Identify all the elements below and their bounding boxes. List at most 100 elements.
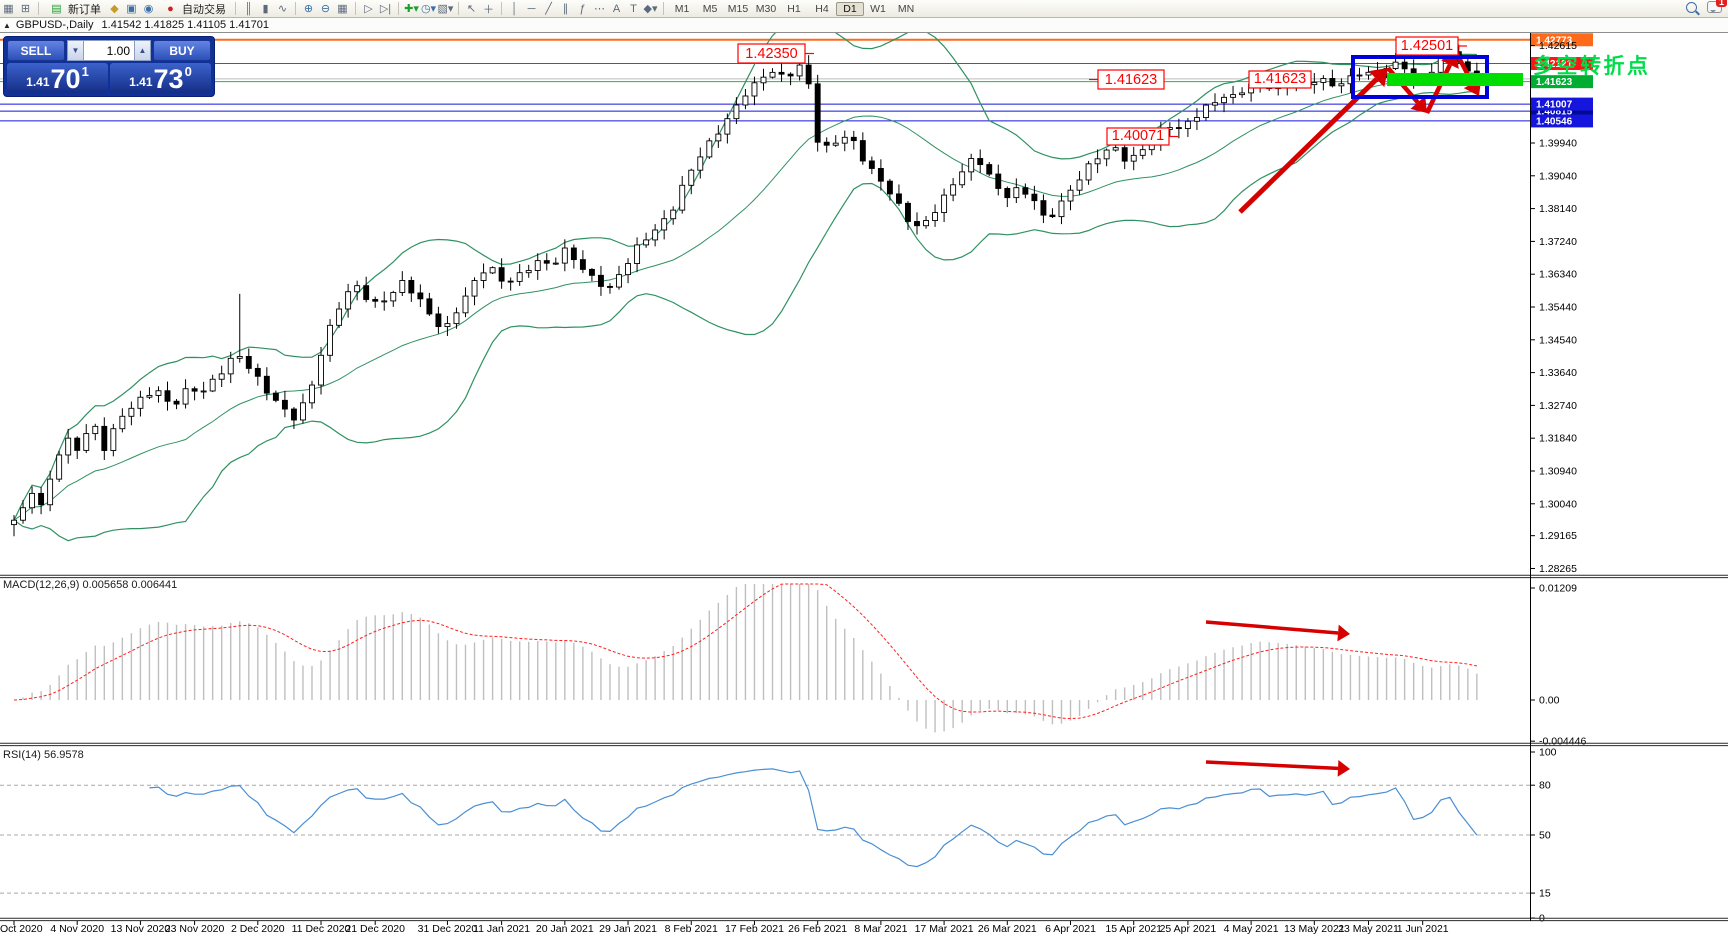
svg-text:1.40071: 1.40071	[1112, 128, 1164, 144]
main-toolbar: ▦ ⊞ ▤ 新订单 ◆ ▣ ◉ ● 自动交易 ║ ▮ ∿ ⊕ ⊖ ▦ ▷ ▷| …	[0, 0, 1728, 18]
price-axis-label: 1.39040	[1539, 170, 1577, 182]
date-axis-label: 20 Jan 2021	[536, 923, 594, 935]
timeframe-button-M15[interactable]: M15	[727, 2, 749, 15]
price-axis-label: 1.31840	[1539, 433, 1577, 445]
tile-windows-icon[interactable]: ▦	[337, 3, 348, 15]
price-axis-label: 1.39940	[1539, 138, 1577, 150]
price-annotation-label[interactable]: 1.41623	[1089, 69, 1165, 90]
date-axis-label: 13 May 2021	[1284, 923, 1345, 935]
zoom-in-icon[interactable]: ⊕	[303, 3, 314, 15]
buy-price-main: 73	[153, 64, 184, 94]
buy-price-prefix: 1.41	[129, 75, 153, 89]
sell-price-sup: 1	[81, 64, 89, 79]
profiles-icon[interactable]: ⊞	[20, 3, 31, 15]
chart-ohlc-values: 1.41542 1.41825 1.41105 1.41701	[101, 19, 269, 31]
rsi-axis-label: 100	[1539, 747, 1557, 759]
volume-increase-button[interactable]: ▲	[134, 40, 151, 61]
timeframe-button-M5[interactable]: M5	[702, 2, 718, 15]
price-badge-text: 1.42773	[1536, 35, 1573, 46]
new-order-label: 新订单	[68, 3, 101, 16]
date-axis-label: 26 Feb 2021	[788, 923, 847, 935]
price-axis-label: 1.33640	[1539, 367, 1577, 379]
history-center-icon[interactable]: ◆	[110, 3, 119, 15]
macd-signal-line	[13, 583, 1478, 720]
price-axis-label: 1.28265	[1539, 563, 1577, 575]
line-chart-icon[interactable]: ∿	[277, 3, 288, 15]
sell-price-display[interactable]: 1.41 70 1	[7, 63, 108, 93]
price-annotation-label[interactable]: 1.40071	[1106, 127, 1178, 146]
horizontal-line-icon[interactable]: ─	[527, 2, 536, 15]
timeframe-button-W1[interactable]: W1	[870, 2, 886, 15]
macd-axis-label: 0.00	[1539, 695, 1560, 707]
one-click-trading-panel: SELL ▼ ▲ BUY 1.41 70 1 1.41 73 0	[4, 37, 214, 96]
green-level-bar[interactable]	[1387, 73, 1523, 86]
notifications-icon[interactable]: 1	[1707, 0, 1727, 13]
date-axis-label: 2 Dec 2020	[231, 923, 285, 935]
red-arrow[interactable]	[1424, 63, 1453, 114]
red-arrow-head	[1337, 760, 1350, 777]
date-axis-label: 31 Dec 2020	[418, 923, 478, 935]
price-axis-label: 1.30040	[1539, 498, 1577, 510]
fibonacci-icon[interactable]: ƒ	[579, 2, 586, 15]
auto-scroll-icon[interactable]: ▷	[364, 3, 373, 15]
red-arrow[interactable]	[1205, 760, 1339, 771]
periods-icon[interactable]: ◷▾	[420, 3, 437, 15]
vertical-line-icon[interactable]: │	[511, 2, 518, 15]
timeframe-button-D1[interactable]: D1	[836, 1, 864, 16]
volume-decrease-button[interactable]: ▼	[67, 40, 84, 61]
cn-turning-point-annotation[interactable]: 多空转折点	[1533, 54, 1651, 78]
bar-chart-icon[interactable]: ║	[244, 2, 253, 15]
terminal-icon[interactable]: ▣	[126, 3, 137, 15]
channel-icon[interactable]: ∥	[562, 3, 569, 15]
chart-shift-icon[interactable]: ▷|	[379, 3, 392, 15]
signals-icon[interactable]: ◉	[143, 3, 154, 15]
cursor-icon[interactable]: ↖	[466, 3, 477, 15]
timeframe-button-H1[interactable]: H1	[787, 2, 801, 15]
grid-icon[interactable]: ⋯	[594, 3, 605, 15]
date-axis-label: 4 Nov 2020	[50, 923, 104, 935]
buy-price-display[interactable]: 1.41 73 0	[110, 63, 211, 93]
rsi-indicator-label: RSI(14) 56.9578	[3, 749, 84, 761]
text-label-icon[interactable]: T	[630, 2, 637, 15]
red-arrow-head	[1337, 624, 1350, 642]
timeframe-button-MN[interactable]: MN	[897, 2, 915, 15]
price-annotation-label[interactable]: 1.42350	[737, 43, 814, 64]
macd-indicator-label: MACD(12,26,9) 0.005658 0.006441	[3, 579, 178, 591]
trendline-icon[interactable]: ╱	[545, 3, 552, 15]
date-axis-label: 26 Mar 2021	[978, 923, 1037, 935]
macd-axis-label: -0.004446	[1539, 736, 1586, 748]
bollinger-lower-band	[13, 91, 1477, 542]
rsi-axis-label: 15	[1539, 888, 1551, 900]
price-annotation-label[interactable]: 1.42501	[1395, 36, 1467, 56]
date-axis-label: 25 Apr 2021	[1160, 923, 1217, 935]
new-chart-icon[interactable]: ▦	[3, 3, 14, 15]
zoom-out-icon[interactable]: ⊖	[320, 3, 331, 15]
buy-button[interactable]: BUY	[153, 40, 211, 61]
candlestick-chart-icon[interactable]: ▮	[262, 3, 269, 15]
auto-trading-button[interactable]: ● 自动交易	[157, 1, 231, 16]
timeframe-button-M30[interactable]: M30	[755, 2, 777, 15]
timeframe-button-H4[interactable]: H4	[815, 2, 829, 15]
price-annotation-label[interactable]: 1.41623	[1248, 70, 1312, 89]
price-axis-label: 1.30940	[1539, 465, 1577, 477]
timeframe-button-M1[interactable]: M1	[674, 2, 690, 15]
text-icon[interactable]: A	[612, 2, 621, 15]
red-arrow[interactable]	[1205, 620, 1339, 635]
date-axis-label: 29 Jan 2021	[599, 923, 657, 935]
chart-symbol-icon: ▲	[3, 20, 11, 30]
search-icon[interactable]	[1686, 1, 1700, 15]
indicators-icon[interactable]: ✚▾	[404, 3, 419, 15]
sell-button[interactable]: SELL	[7, 40, 65, 61]
new-order-icon: ▤	[51, 3, 62, 15]
notification-badge: 1	[1715, 0, 1727, 7]
date-axis-label: 6 Apr 2021	[1045, 923, 1096, 935]
new-order-button[interactable]: ▤ 新订单	[43, 1, 106, 16]
volume-input[interactable]	[84, 40, 134, 61]
templates-icon[interactable]: ▧▾	[437, 3, 454, 15]
crosshair-icon[interactable]: ＋	[483, 3, 494, 16]
arrows-icon[interactable]: ◆▾	[643, 3, 658, 15]
red-arrow[interactable]	[1238, 77, 1379, 214]
date-axis-label: 8 Feb 2021	[665, 923, 718, 935]
date-axis-label: 13 Nov 2020	[111, 923, 171, 935]
